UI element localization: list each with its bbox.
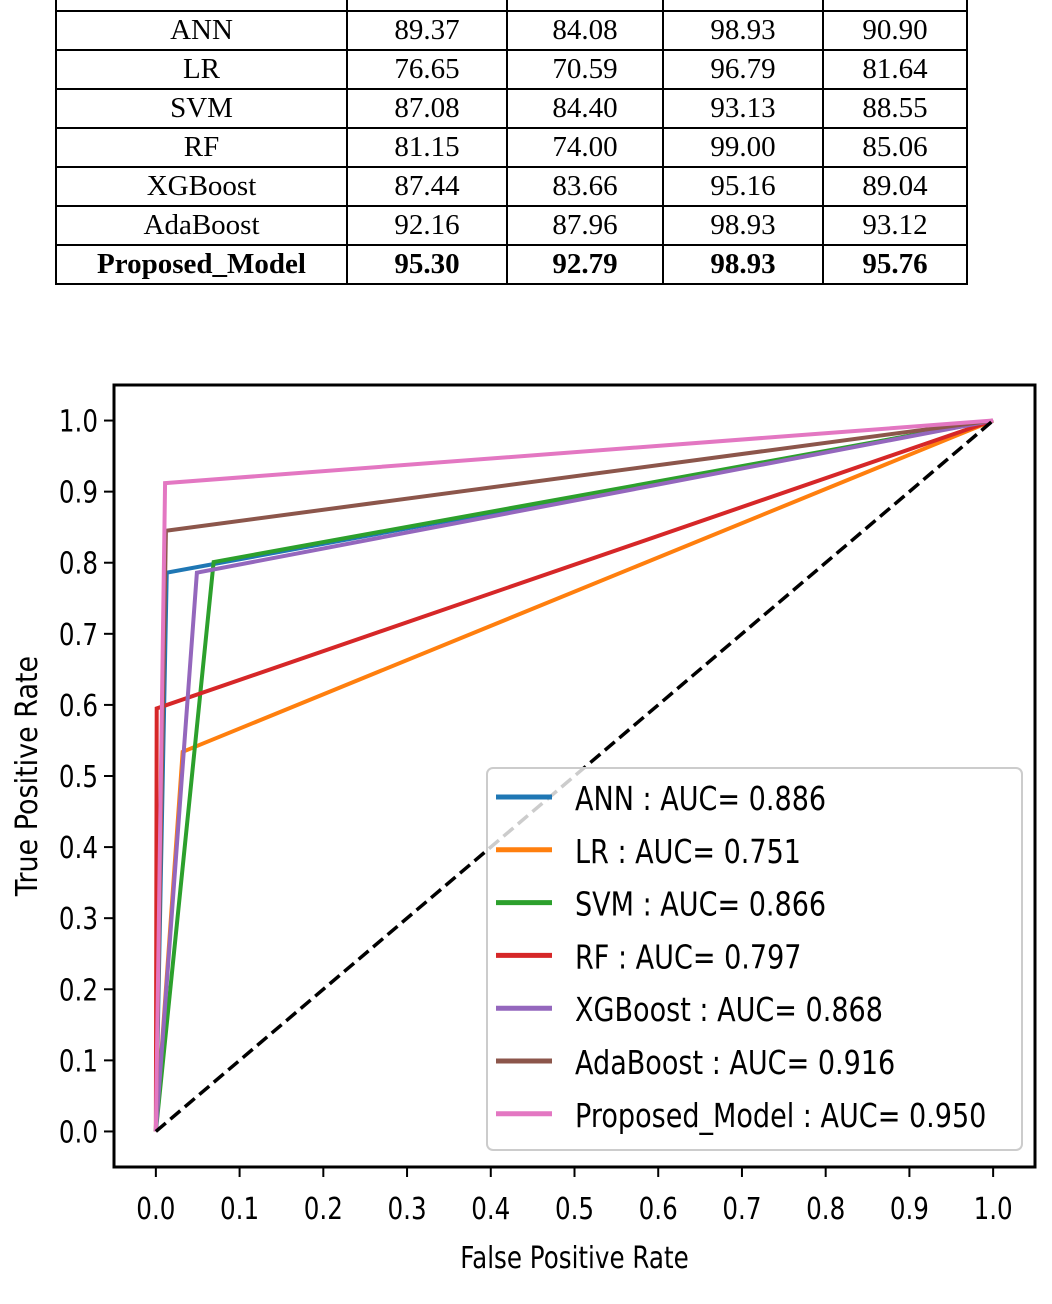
table-cell: 92.79 bbox=[506, 244, 664, 285]
table-cell: 74.00 bbox=[506, 127, 664, 168]
x-tick-label: 0.4 bbox=[471, 1193, 510, 1227]
x-tick-label: 0.3 bbox=[387, 1193, 426, 1227]
table-cell: 98.93 bbox=[662, 205, 824, 246]
results-table: ANN 89.37 84.08 98.93 90.90 LR 76.65 70.59 96.79… bbox=[55, 0, 968, 285]
table-cell: 85.06 bbox=[822, 127, 968, 168]
x-tick-label: 0.7 bbox=[722, 1193, 761, 1227]
y-tick-label: 0.5 bbox=[59, 761, 98, 795]
y-tick-label: 0.4 bbox=[59, 832, 98, 866]
legend-label: ANN : AUC= 0.886 bbox=[575, 780, 826, 818]
table-cell: 93.12 bbox=[822, 205, 968, 246]
x-tick-label: 0.8 bbox=[806, 1193, 845, 1227]
table-cell: 95.16 bbox=[662, 166, 824, 207]
table-cell: 76.65 bbox=[346, 49, 508, 90]
table-header-row bbox=[55, 0, 968, 12]
legend-label: RF : AUC= 0.797 bbox=[575, 939, 801, 977]
x-axis-label: False Positive Rate bbox=[460, 1242, 689, 1276]
header-cell bbox=[662, 0, 824, 12]
table-cell: XGBoost bbox=[55, 166, 348, 207]
table-row: AdaBoost 92.16 87.96 98.93 93.12 bbox=[55, 205, 968, 246]
roc-curve-xgboost bbox=[153, 418, 994, 1132]
table-cell: 95.76 bbox=[822, 244, 968, 285]
y-tick-label: 0.3 bbox=[59, 903, 98, 937]
table-cell: 88.55 bbox=[822, 88, 968, 129]
legend-label: SVM : AUC= 0.866 bbox=[575, 886, 826, 924]
y-tick-label: 0.8 bbox=[59, 547, 98, 581]
x-tick-label: 0.2 bbox=[304, 1193, 343, 1227]
table-cell: 93.13 bbox=[662, 88, 824, 129]
table-cell: LR bbox=[55, 49, 348, 90]
table-cell: 83.66 bbox=[506, 166, 664, 207]
table-cell: 89.37 bbox=[346, 10, 508, 51]
table-cell: 87.96 bbox=[506, 205, 664, 246]
x-tick-label: 0.0 bbox=[136, 1193, 175, 1227]
x-tick-label: 0.1 bbox=[220, 1193, 259, 1227]
table-cell: ANN bbox=[55, 10, 348, 51]
header-cell bbox=[55, 0, 348, 12]
table-cell: 95.30 bbox=[346, 244, 508, 285]
table-cell: 99.00 bbox=[662, 127, 824, 168]
table-cell: RF bbox=[55, 127, 348, 168]
roc-curve-proposed_model bbox=[153, 418, 994, 1132]
y-tick-label: 0.7 bbox=[59, 619, 98, 653]
table-cell: 87.44 bbox=[346, 166, 508, 207]
table-row: ANN 89.37 84.08 98.93 90.90 bbox=[55, 10, 968, 51]
table-cell: 92.16 bbox=[346, 205, 508, 246]
y-tick-label: 0.9 bbox=[59, 476, 98, 510]
table-cell: SVM bbox=[55, 88, 348, 129]
legend-label: LR : AUC= 0.751 bbox=[575, 833, 801, 871]
legend-label: XGBoost : AUC= 0.868 bbox=[575, 992, 883, 1030]
table-cell: 96.79 bbox=[662, 49, 824, 90]
legend bbox=[486, 767, 1023, 1151]
table-cell: 81.64 bbox=[822, 49, 968, 90]
table-cell: 84.40 bbox=[506, 88, 664, 129]
x-tick-label: 0.6 bbox=[639, 1193, 678, 1227]
y-tick-label: 0.0 bbox=[59, 1116, 98, 1150]
table-cell: 81.15 bbox=[346, 127, 508, 168]
table-cell: 87.08 bbox=[346, 88, 508, 129]
header-cell bbox=[822, 0, 968, 12]
table-cell: 84.08 bbox=[506, 10, 664, 51]
table-cell: 98.93 bbox=[662, 244, 824, 285]
x-tick-label: 0.9 bbox=[890, 1193, 929, 1227]
table-cell: AdaBoost bbox=[55, 205, 348, 246]
legend-label: AdaBoost : AUC= 0.916 bbox=[575, 1044, 895, 1082]
y-axis-label: True Positive Rate bbox=[10, 656, 45, 897]
table-row: SVM 87.08 84.40 93.13 88.55 bbox=[55, 88, 968, 129]
table-cell: 89.04 bbox=[822, 166, 968, 207]
chance-diagonal-line bbox=[154, 419, 995, 1133]
table-row: XGBoost 87.44 83.66 95.16 89.04 bbox=[55, 166, 968, 207]
y-tick-label: 0.1 bbox=[59, 1045, 98, 1079]
x-tick-label: 1.0 bbox=[974, 1193, 1013, 1227]
table-row: RF 81.15 74.00 99.00 85.06 bbox=[55, 127, 968, 168]
table-row: LR 76.65 70.59 96.79 81.64 bbox=[55, 49, 968, 90]
y-tick-label: 0.6 bbox=[59, 690, 98, 724]
table-cell: 70.59 bbox=[506, 49, 664, 90]
header-cell bbox=[506, 0, 664, 12]
header-cell bbox=[346, 0, 508, 12]
table-cell: 98.93 bbox=[662, 10, 824, 51]
legend-label: Proposed_Model : AUC= 0.950 bbox=[575, 1097, 986, 1135]
y-tick-label: 0.2 bbox=[59, 974, 98, 1008]
y-tick-label: 1.0 bbox=[59, 405, 98, 439]
table-cell: Proposed_Model bbox=[55, 244, 348, 285]
roc-curve-svm bbox=[153, 418, 994, 1132]
table-cell: 90.90 bbox=[822, 10, 968, 51]
table-row: Proposed_Model 95.30 92.79 98.93 95.76 bbox=[55, 244, 968, 285]
x-tick-label: 0.5 bbox=[555, 1193, 594, 1227]
